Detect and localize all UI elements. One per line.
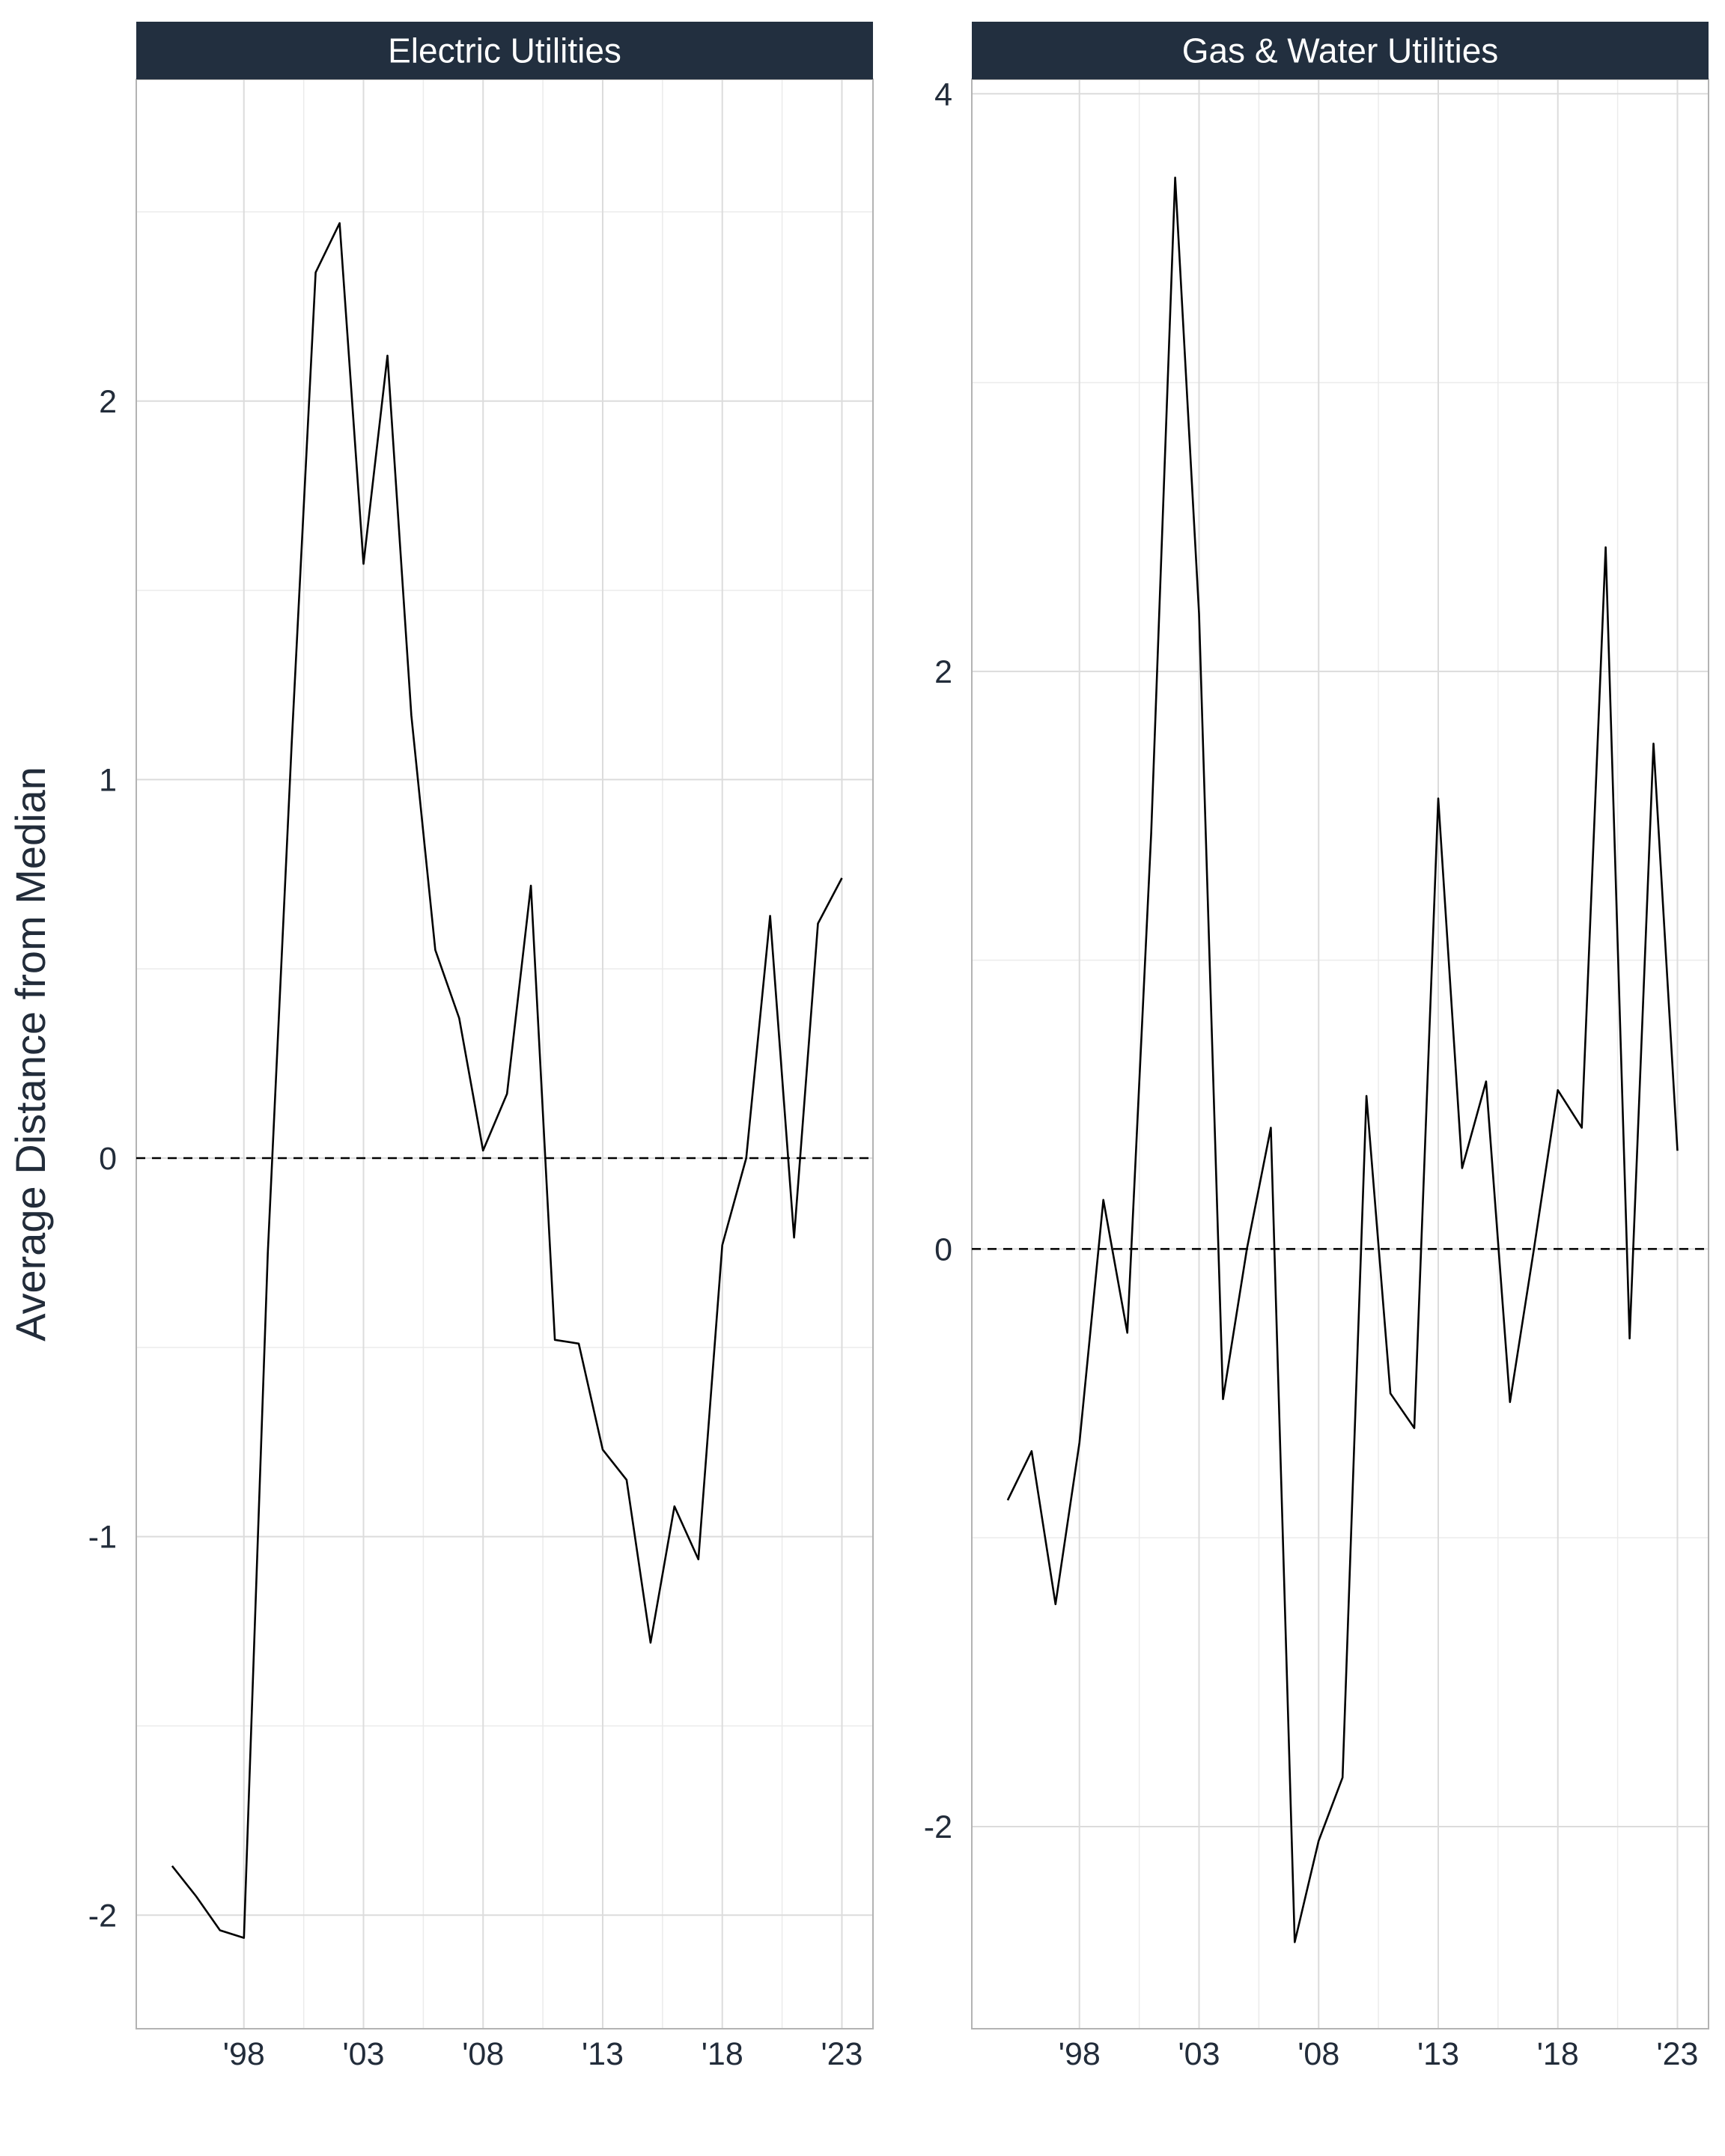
- y-tick-label: 2: [99, 384, 117, 420]
- facet-strip-label: Electric Utilities: [388, 31, 621, 70]
- y-tick-label: 0: [99, 1141, 117, 1177]
- x-tick-label: '98: [223, 2036, 265, 2072]
- series-line: [1006, 176, 1679, 1943]
- facet-strip: [972, 22, 1709, 79]
- y-tick-label: 0: [934, 1231, 952, 1267]
- x-tick-label: '08: [1297, 2036, 1339, 2072]
- y-tick-label: -2: [924, 1809, 952, 1845]
- x-tick-label: '03: [1178, 2036, 1220, 2072]
- x-tick-label: '03: [342, 2036, 384, 2072]
- y-tick-label: 4: [934, 76, 952, 112]
- y-axis-title: Average Distance from Median: [7, 767, 54, 1342]
- facet-strip: [136, 22, 873, 79]
- x-tick-label: '23: [821, 2036, 862, 2072]
- x-tick-label: '13: [582, 2036, 624, 2072]
- y-tick-label: -2: [88, 1898, 117, 1934]
- series-line: [171, 222, 843, 1939]
- y-tick-label: 2: [934, 654, 952, 690]
- panel-border: [136, 79, 874, 2029]
- x-tick-label: '98: [1059, 2036, 1101, 2072]
- x-tick-label: '23: [1656, 2036, 1698, 2072]
- panel-border: [971, 79, 1709, 2029]
- y-tick-label: 1: [99, 762, 117, 798]
- x-tick-label: '13: [1417, 2036, 1459, 2072]
- x-tick-label: '18: [702, 2036, 743, 2072]
- x-tick-label: '18: [1537, 2036, 1579, 2072]
- panel-1: Electric Utilities -2 -1 0 1 2 '98 '03 '08 '13 '18…: [88, 22, 874, 2072]
- y-tick-label: -1: [88, 1520, 117, 1556]
- x-tick-label: '08: [462, 2036, 504, 2072]
- panel-2: Gas & Water Utilities -2 0 2 4 '98 '03 '08 '13 '1…: [924, 22, 1709, 2072]
- facet-strip-label: Gas & Water Utilities: [1182, 31, 1499, 70]
